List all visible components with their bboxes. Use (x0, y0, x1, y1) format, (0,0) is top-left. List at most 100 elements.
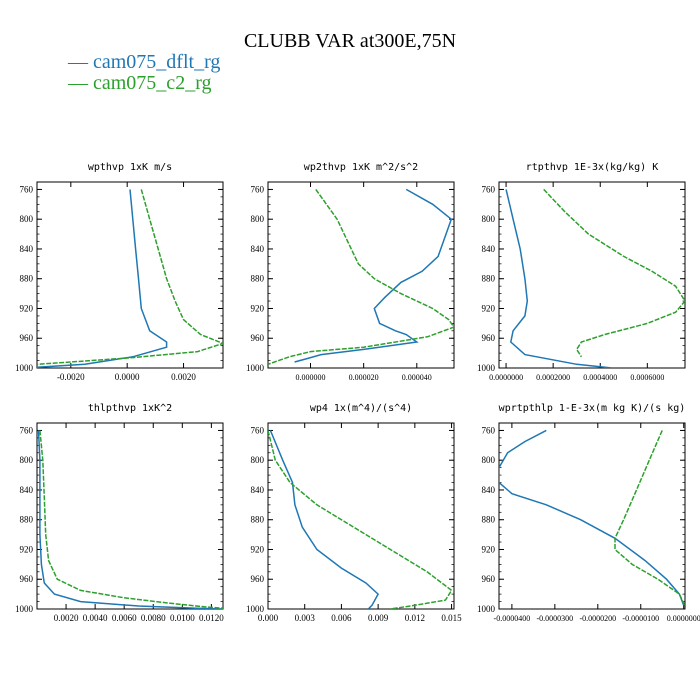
panel-3: rtpthvp 1E-3x(kg/kg) K 760 800 840 880 920 960… (477, 162, 686, 382)
y-tick-label: 800 (20, 455, 34, 465)
x-tick-label: 0.012 (405, 613, 425, 623)
y-tick-label: 1000 (246, 604, 265, 614)
y-tick-label: 880 (482, 274, 496, 284)
panel-title: rtpthvp 1E-3x(kg/kg) K (526, 162, 658, 173)
x-tick-label: 0.0004000 (583, 373, 617, 382)
y-tick-label: 1000 (15, 363, 34, 373)
x-tick-label: 0.0000 (115, 372, 140, 382)
series-line-cam075_c2_rg (37, 189, 223, 366)
panel-2: wp2thvp 1xK m^2/s^2 760 800 840 880 920 960 100… (246, 162, 455, 382)
series-line-cam075_c2_rg (39, 430, 223, 609)
x-tick-label: 0.015 (441, 613, 462, 623)
panel-6: wprtpthlp 1-E-3x(m kg K)/(s kg) 760 800 840… (477, 403, 700, 623)
y-tick-label: 760 (482, 184, 496, 194)
x-tick-label: -0.0020 (57, 372, 85, 382)
series-line-cam075_dflt_rg (505, 189, 613, 368)
y-tick-label: 920 (20, 544, 34, 554)
y-tick-label: 840 (251, 485, 265, 495)
panel-title: wpthvp 1xK m/s (88, 162, 172, 173)
panel-5: wp4 1x(m^4)/(s^4)76080084088092096010000… (246, 403, 462, 623)
series-line-cam075_dflt_rg (37, 189, 168, 368)
plot-frame (498, 422, 686, 610)
plot-frame (36, 181, 224, 369)
x-tick-label: 0.006 (331, 613, 352, 623)
y-tick-label: 920 (482, 303, 496, 313)
panel-title: wp2thvp 1xK m^2/s^2 (304, 162, 418, 173)
y-tick-label: 840 (251, 244, 265, 254)
plot-frame (267, 422, 455, 610)
y-tick-label: 800 (251, 214, 265, 224)
legend-entry-c2: — cam075_c2_rg (68, 72, 212, 94)
y-tick-label: 920 (482, 544, 496, 554)
x-tick-label: 0.009 (368, 613, 389, 623)
y-tick-label: 800 (251, 455, 265, 465)
y-tick-label: 1000 (477, 604, 496, 614)
series-line-cam075_c2_rg (268, 188, 454, 366)
x-tick-label: -0.0000300 (537, 614, 574, 623)
y-tick-label: 800 (482, 455, 496, 465)
y-tick-label: 840 (20, 485, 34, 495)
x-tick-label: -0.0000100 (622, 614, 659, 623)
x-tick-label: 0.0020 (171, 372, 196, 382)
x-tick-label: 0.0080 (141, 613, 166, 623)
series-line-cam075_dflt_rg (499, 429, 685, 606)
x-tick-label: 0.000000 (296, 373, 326, 382)
y-tick-label: 760 (20, 184, 34, 194)
y-tick-label: 960 (20, 574, 34, 584)
x-tick-label: 0.000020 (349, 373, 379, 382)
y-tick-label: 840 (482, 485, 496, 495)
panel-4: thlpthvp 1xK^2 760 800 840 880 920 960 1000 0.00… (15, 403, 224, 623)
y-tick-label: 760 (251, 184, 265, 194)
x-tick-label: 0.0006000 (630, 373, 664, 382)
y-tick-label: 880 (251, 515, 265, 525)
y-tick-label: 1000 (246, 363, 265, 373)
x-tick-label: 0.000 (258, 613, 279, 623)
y-tick-label: 1000 (15, 604, 34, 614)
y-tick-label: 800 (20, 214, 34, 224)
x-tick-label: 0.0000000 (489, 373, 523, 382)
y-tick-label: 960 (251, 574, 265, 584)
x-tick-label: 0.0060 (112, 613, 137, 623)
panel-title: wp4 1x(m^4)/(s^4) (310, 403, 412, 414)
x-tick-label: 0.0000000 (667, 614, 700, 623)
figure-title: CLUBB VAR at300E,75N (243, 30, 457, 52)
y-tick-label: 760 (251, 425, 265, 435)
y-tick-label: 920 (251, 303, 265, 313)
x-tick-label: 0.003 (295, 613, 316, 623)
y-tick-label: 920 (20, 303, 34, 313)
y-tick-label: 880 (20, 515, 34, 525)
y-tick-label: 960 (482, 574, 496, 584)
y-tick-label: 800 (482, 214, 496, 224)
series-line-cam075_c2_rg (268, 430, 453, 609)
x-tick-label: 0.0040 (83, 613, 108, 623)
y-tick-label: 1000 (477, 363, 496, 373)
series-line-cam075_c2_rg (614, 430, 685, 606)
x-tick-label: 0.0100 (170, 613, 195, 623)
series-line-cam075_dflt_rg (269, 430, 380, 609)
y-tick-label: 760 (20, 425, 34, 435)
panel-title: wprtpthlp 1-E-3x(m kg K)/(s kg) (499, 403, 686, 414)
y-tick-label: 880 (20, 274, 34, 284)
series-line-cam075_dflt_rg (294, 188, 453, 363)
y-tick-label: 880 (482, 515, 496, 525)
panel-title: thlpthvp 1xK^2 (88, 403, 172, 414)
panel-1: wpthvp 1xK m/s 760 800 840 880 920 960 1000 -0.0… (15, 162, 224, 382)
y-tick-label: 960 (482, 333, 496, 343)
plot-frame (498, 181, 686, 369)
plot-frame (36, 422, 224, 610)
series-line-cam075_dflt_rg (37, 430, 223, 609)
x-tick-label: -0.0000200 (579, 614, 616, 623)
y-tick-label: 920 (251, 544, 265, 554)
y-tick-label: 840 (20, 244, 34, 254)
y-tick-label: 960 (251, 333, 265, 343)
y-tick-label: 840 (482, 244, 496, 254)
x-tick-label: 0.0020 (54, 613, 79, 623)
y-tick-label: 960 (20, 333, 34, 343)
series-line-cam075_c2_rg (543, 188, 685, 358)
x-tick-label: -0.0000400 (494, 614, 531, 623)
y-tick-label: 760 (482, 425, 496, 435)
x-tick-label: 0.0120 (199, 613, 224, 623)
x-tick-label: 0.0002000 (536, 373, 570, 382)
plot-frame (267, 181, 455, 369)
